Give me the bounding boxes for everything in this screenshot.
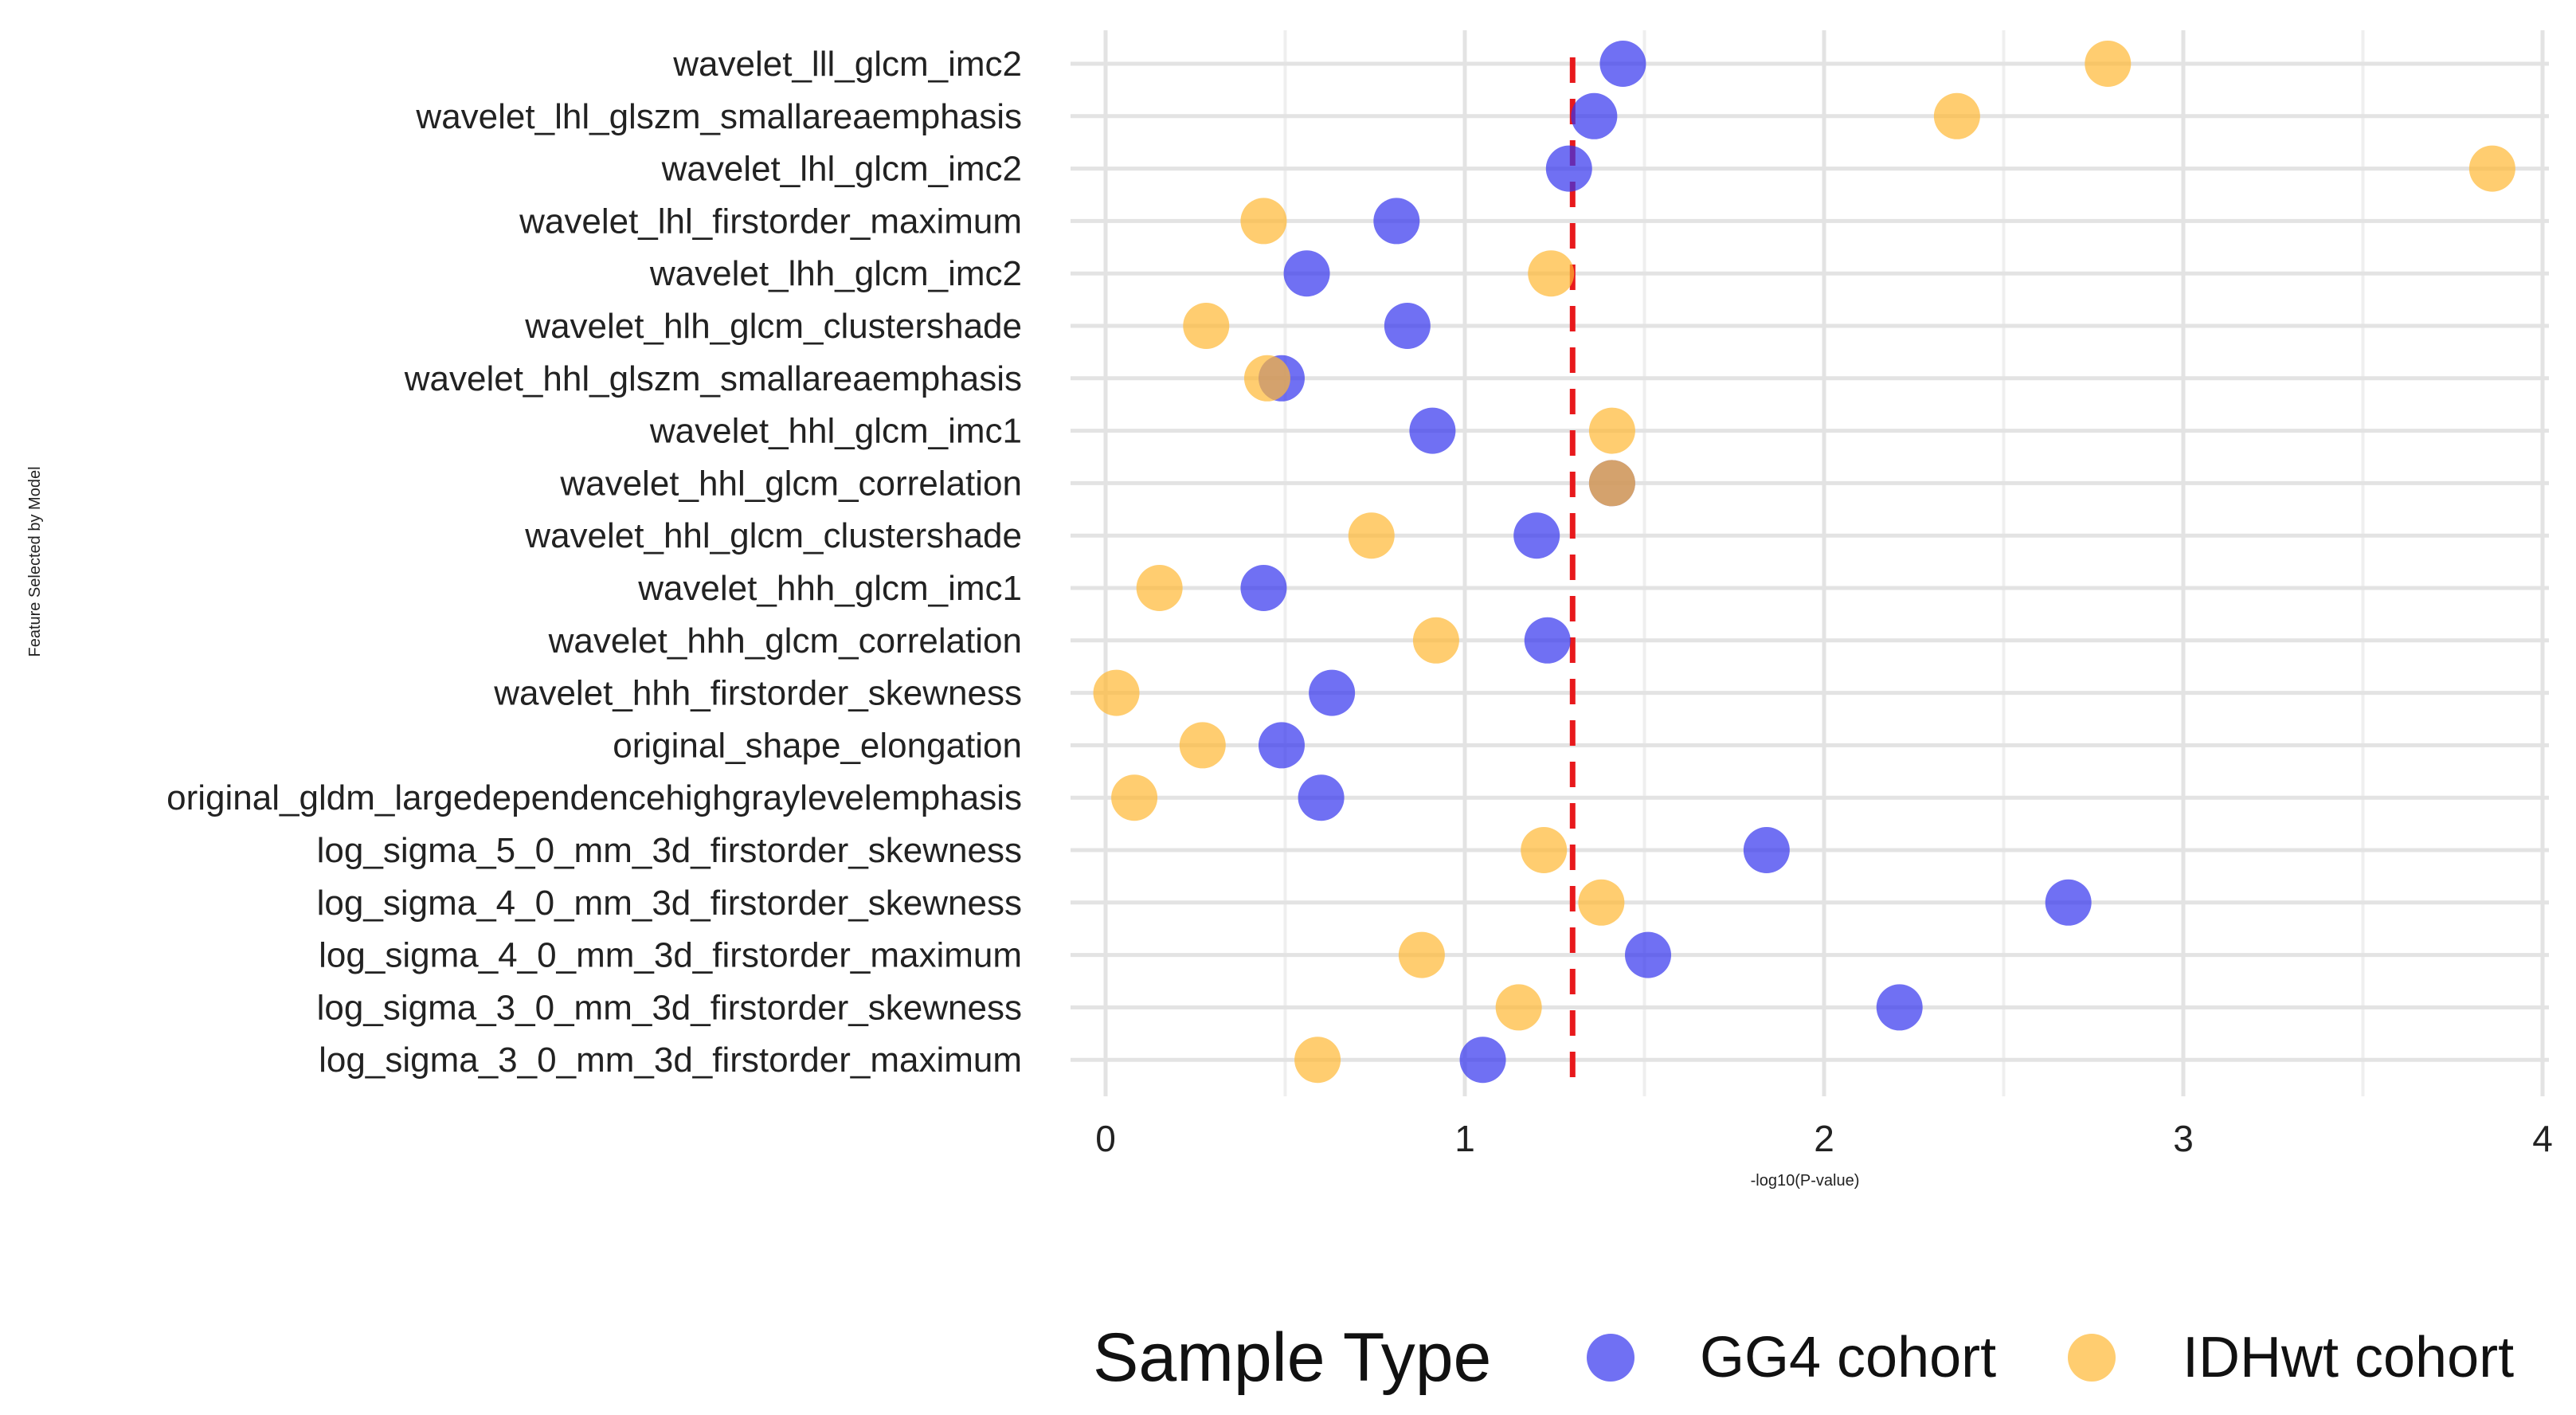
y-tick-label: log_sigma_4_0_mm_3d_firstorder_skewness (317, 884, 1022, 923)
point-gg4-cohort (1524, 617, 1571, 664)
point-gg4-cohort (1599, 41, 1646, 87)
point-idhwt-cohort (1179, 722, 1226, 769)
point-gg4-cohort (1513, 512, 1560, 559)
point-idhwt-cohort (1398, 931, 1445, 978)
point-idhwt-cohort (1111, 774, 1158, 821)
point-gg4-cohort (1571, 92, 1618, 139)
point-idhwt-cohort (1348, 512, 1395, 559)
legend-key-gg4 (1587, 1334, 1634, 1382)
grid (1071, 30, 2549, 1096)
y-tick-label: wavelet_hhh_firstorder_skewness (493, 674, 1022, 713)
point-idhwt-cohort (1240, 198, 1287, 245)
y-tick-label: wavelet_hlh_glcm_clustershade (524, 307, 1022, 346)
y-tick-label: wavelet_lll_glcm_imc2 (672, 45, 1022, 84)
legend: Sample Type GG4 cohort IDHwt cohort (1093, 1319, 2514, 1396)
point-gg4-cohort (1409, 407, 1456, 454)
point-idhwt-cohort (1294, 1037, 1341, 1084)
point-gg4-cohort (1283, 250, 1330, 297)
point-idhwt-cohort (1521, 827, 1568, 873)
point-gg4-cohort (1309, 669, 1356, 716)
point-idhwt-cohort (1588, 407, 1635, 454)
point-gg4-cohort (1258, 722, 1305, 769)
point-gg4-cohort (1298, 774, 1345, 821)
y-tick-label: wavelet_hhh_glcm_imc1 (637, 569, 1022, 608)
point-idhwt-cohort (1412, 617, 1459, 664)
point-idhwt-cohort (1093, 669, 1140, 716)
x-axis-ticks: 0 1 2 3 4 (1095, 1118, 2553, 1159)
point-idhwt-cohort (1578, 879, 1625, 926)
point-idhwt-cohort (2468, 145, 2515, 192)
y-tick-label: wavelet_lhh_glcm_imc2 (649, 254, 1022, 293)
y-tick-label: wavelet_lhl_firstorder_maximum (519, 202, 1022, 241)
legend-label-gg4: GG4 cohort (1700, 1326, 1996, 1390)
legend-title: Sample Type (1093, 1319, 1491, 1396)
y-tick-label: original_gldm_largedependencehighgraylev… (166, 778, 1022, 817)
y-tick-label: log_sigma_3_0_mm_3d_firstorder_skewness (317, 988, 1022, 1027)
point-gg4-cohort (2045, 879, 2092, 926)
point-idhwt-cohort (1243, 355, 1290, 402)
x-tick-label: 0 (1095, 1118, 1116, 1159)
y-tick-label: wavelet_hhh_glcm_correlation (548, 621, 1022, 660)
y-tick-label: wavelet_hhl_glcm_imc1 (649, 412, 1022, 451)
y-tick-label: wavelet_hhl_glszm_smallareaemphasis (404, 359, 1022, 398)
point-idhwt-cohort (1588, 460, 1635, 507)
point-gg4-cohort (1459, 1037, 1506, 1084)
y-axis-ticks: wavelet_lll_glcm_imc2 wavelet_lhl_glszm_s… (166, 45, 1022, 1080)
point-gg4-cohort (1743, 827, 1790, 873)
point-gg4-cohort (1876, 984, 1923, 1031)
y-tick-label: wavelet_lhl_glszm_smallareaemphasis (415, 97, 1022, 136)
y-tick-label: wavelet_lhl_glcm_imc2 (661, 150, 1022, 189)
x-tick-label: 2 (1814, 1118, 1834, 1159)
point-gg4-cohort (1545, 145, 1592, 192)
y-tick-label: wavelet_hhl_glcm_clustershade (524, 516, 1022, 555)
point-gg4-cohort (1384, 303, 1431, 349)
point-gg4-cohort (1373, 198, 1420, 245)
y-tick-label: original_shape_elongation (613, 726, 1022, 765)
point-idhwt-cohort (2085, 41, 2132, 87)
point-idhwt-cohort (1136, 565, 1183, 611)
y-tick-label: wavelet_hhl_glcm_correlation (559, 464, 1022, 503)
points-layer (1093, 41, 2515, 1084)
y-axis-title: Feature Selected by Model (26, 466, 44, 657)
point-gg4-cohort (1625, 931, 1672, 978)
point-gg4-cohort (1240, 565, 1287, 611)
x-tick-label: 3 (2173, 1118, 2194, 1159)
x-axis-title: -log10(P-value) (1751, 1172, 1860, 1190)
point-idhwt-cohort (1933, 92, 1980, 139)
y-tick-label: log_sigma_3_0_mm_3d_firstorder_maximum (319, 1041, 1022, 1080)
point-idhwt-cohort (1183, 303, 1230, 349)
point-idhwt-cohort (1495, 984, 1542, 1031)
point-idhwt-cohort (1528, 250, 1575, 297)
legend-key-idhwt (2068, 1334, 2116, 1382)
y-tick-label: log_sigma_5_0_mm_3d_firstorder_skewness (317, 831, 1022, 870)
legend-label-idhwt: IDHwt cohort (2183, 1326, 2514, 1390)
x-tick-label: 4 (2532, 1118, 2553, 1159)
x-tick-label: 1 (1454, 1118, 1475, 1159)
y-tick-label: log_sigma_4_0_mm_3d_firstorder_maximum (319, 936, 1022, 975)
